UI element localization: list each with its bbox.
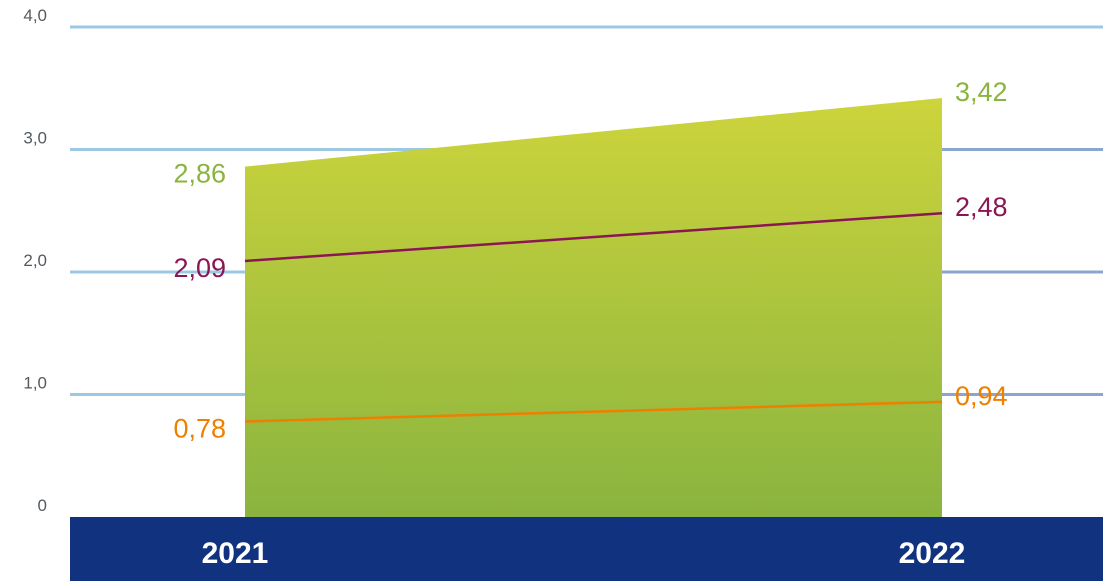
x-axis-categories: 2021 2022 (202, 537, 966, 570)
data-labels: 2,86 3,42 2,09 2,48 0,78 0,94 (173, 77, 1007, 443)
area-series (245, 98, 942, 518)
data-label: 3,42 (955, 77, 1008, 107)
data-label: 2,48 (955, 192, 1008, 222)
y-tick-label: 2,0 (23, 251, 47, 270)
series-line (244, 400, 943, 423)
y-tick-label: 1,0 (23, 374, 47, 393)
y-tick-label: 3,0 (23, 129, 47, 148)
data-label: 2,09 (173, 253, 226, 283)
series-line (244, 211, 943, 263)
area-fill (245, 98, 942, 518)
data-label: 0,78 (173, 413, 226, 443)
data-label: 0,94 (955, 381, 1008, 411)
y-axis-ticks: 0 1,0 2,0 3,0 4,0 (23, 6, 47, 515)
data-label: 2,86 (173, 159, 226, 189)
line-series (244, 211, 943, 423)
y-tick-label: 4,0 (23, 6, 47, 25)
x-category-label: 2022 (899, 537, 966, 570)
x-category-label: 2021 (202, 537, 269, 570)
y-tick-label: 0 (38, 496, 47, 515)
x-axis-band (70, 517, 1103, 581)
